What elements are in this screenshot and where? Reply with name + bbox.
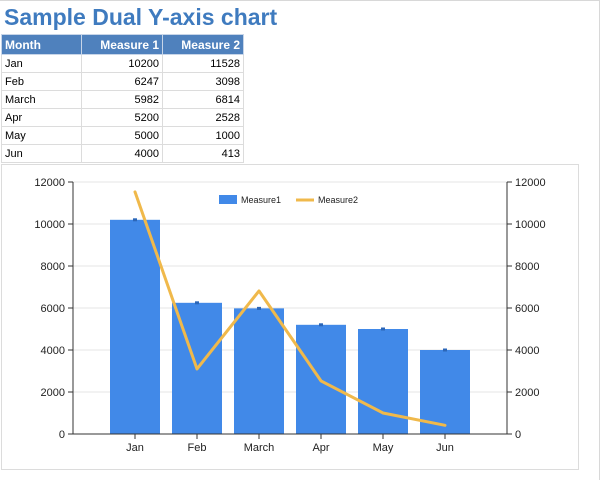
y-axis-tick-label: 12000 <box>34 177 65 189</box>
legend-label-measure1: Measure1 <box>241 195 281 205</box>
table-cell-month: Jun <box>1 144 82 163</box>
line-point <box>382 412 384 414</box>
table-cell-measure-2: 2528 <box>162 108 244 127</box>
x-axis-tick-label: March <box>244 442 275 454</box>
line-point <box>196 368 198 370</box>
y2-axis-tick-label: 4000 <box>515 345 539 357</box>
table-row: March 5982 6814 <box>1 90 244 109</box>
table-header-row: Month Measure 1 Measure 2 <box>1 34 244 55</box>
dual-axis-chart: 0 0 2000 2000 4000 4000 6000 6000 8000 8000 10000 1… <box>34 177 545 454</box>
table-cell-measure-2: 413 <box>162 144 244 163</box>
x-axis-tick-label: Apr <box>312 442 329 454</box>
line-point <box>320 380 322 382</box>
x-axis-tick-label: Jun <box>436 442 454 454</box>
table-cell-month: March <box>1 90 82 109</box>
y-axis-tick-label: 8000 <box>41 261 65 273</box>
table-cell-measure-1: 10200 <box>81 54 163 73</box>
table-cell-month: Feb <box>1 72 82 91</box>
x-axis-tick-label: Feb <box>188 442 207 454</box>
bar-value-marker <box>133 218 137 222</box>
chart-container: 0 0 2000 2000 4000 4000 6000 6000 8000 8000 10000 1… <box>1 164 579 470</box>
chart-line <box>133 190 447 427</box>
chart-bars <box>110 218 470 434</box>
chart-axes: 0 0 2000 2000 4000 4000 6000 6000 8000 8000 10000 1… <box>34 177 545 454</box>
bar-value-marker <box>381 327 385 331</box>
legend-swatch-measure1 <box>219 195 237 204</box>
y-axis-tick-label: 6000 <box>41 303 65 315</box>
table-row: May 5000 1000 <box>1 126 244 145</box>
line-point <box>258 290 260 292</box>
bar-value-marker <box>257 306 261 310</box>
column-header-measure-2: Measure 2 <box>162 34 244 55</box>
table-cell-measure-2: 6814 <box>162 90 244 109</box>
column-header-month: Month <box>1 34 82 55</box>
line-measure2 <box>133 190 447 427</box>
data-table: Month Measure 1 Measure 2 Jan 10200 1152… <box>1 34 244 163</box>
bar-value-marker <box>195 301 199 305</box>
table-cell-month: May <box>1 126 82 145</box>
table-cell-month: Jan <box>1 54 82 73</box>
y-axis-tick-label: 2000 <box>41 387 65 399</box>
y2-axis-tick-label: 6000 <box>515 303 539 315</box>
bar-measure1 <box>234 308 284 434</box>
x-axis-tick-label: Jan <box>126 442 144 454</box>
y-axis-tick-label: 10000 <box>34 219 65 231</box>
page-title: Sample Dual Y-axis chart <box>4 4 278 30</box>
y-axis-tick-label: 4000 <box>41 345 65 357</box>
column-header-measure-1: Measure 1 <box>81 34 163 55</box>
y2-axis-tick-label: 10000 <box>515 219 546 231</box>
chart-legend: Measure1 Measure2 <box>219 195 358 205</box>
table-cell-measure-2: 11528 <box>162 54 244 73</box>
table-cell-measure-1: 5200 <box>81 108 163 127</box>
bar-measure1 <box>420 350 470 434</box>
table-row: Jun 4000 413 <box>1 144 244 163</box>
table-cell-month: Apr <box>1 108 82 127</box>
table-cell-measure-2: 3098 <box>162 72 244 91</box>
bar-value-marker <box>443 348 447 352</box>
y2-axis-tick-label: 2000 <box>515 387 539 399</box>
line-point <box>134 191 136 193</box>
y-axis-tick-label: 0 <box>59 429 65 441</box>
bar-measure1 <box>358 329 408 434</box>
table-cell-measure-1: 5982 <box>81 90 163 109</box>
table-row: Apr 5200 2528 <box>1 108 244 127</box>
y2-axis-tick-label: 0 <box>515 429 521 441</box>
table-row: Jan 10200 11528 <box>1 54 244 73</box>
table-cell-measure-1: 6247 <box>81 72 163 91</box>
y2-axis-tick-label: 8000 <box>515 261 539 273</box>
bar-value-marker <box>319 323 323 327</box>
table-cell-measure-2: 1000 <box>162 126 244 145</box>
table-row: Feb 6247 3098 <box>1 72 244 91</box>
table-cell-measure-1: 4000 <box>81 144 163 163</box>
legend-label-measure2: Measure2 <box>318 195 358 205</box>
y2-axis-tick-label: 12000 <box>515 177 546 189</box>
table-cell-measure-1: 5000 <box>81 126 163 145</box>
x-axis-tick-label: May <box>373 442 394 454</box>
bar-measure1 <box>110 219 160 434</box>
line-point <box>444 424 446 426</box>
